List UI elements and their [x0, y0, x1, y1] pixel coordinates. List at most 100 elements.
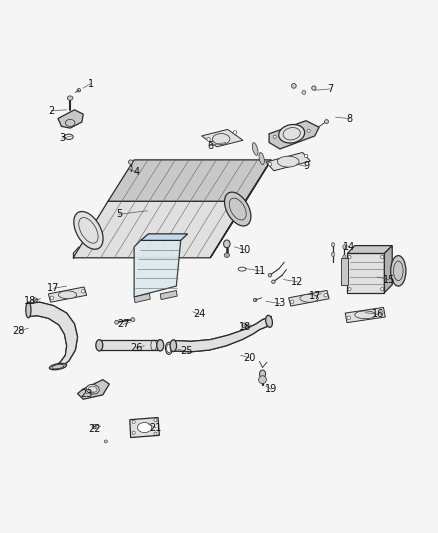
Text: 18: 18	[24, 296, 36, 306]
Text: 5: 5	[116, 209, 122, 219]
Ellipse shape	[104, 440, 107, 443]
Text: 17: 17	[47, 283, 60, 293]
Polygon shape	[210, 160, 271, 258]
Ellipse shape	[157, 340, 164, 351]
Polygon shape	[289, 290, 329, 306]
Ellipse shape	[258, 376, 266, 384]
Polygon shape	[134, 240, 181, 297]
Ellipse shape	[347, 316, 350, 320]
Text: 14: 14	[343, 242, 356, 252]
Ellipse shape	[300, 294, 318, 302]
Polygon shape	[134, 294, 150, 303]
Text: 23: 23	[80, 389, 92, 399]
Polygon shape	[347, 246, 392, 254]
Ellipse shape	[92, 425, 96, 429]
Polygon shape	[78, 379, 110, 399]
Ellipse shape	[115, 320, 119, 324]
Text: 9: 9	[303, 161, 309, 172]
Ellipse shape	[355, 311, 376, 319]
Ellipse shape	[223, 240, 230, 248]
Text: 7: 7	[327, 84, 333, 94]
Ellipse shape	[380, 311, 383, 314]
Text: 21: 21	[150, 423, 162, 433]
Text: 3: 3	[59, 133, 65, 143]
Ellipse shape	[277, 156, 299, 167]
Ellipse shape	[302, 91, 306, 94]
Ellipse shape	[381, 255, 384, 259]
Ellipse shape	[86, 384, 99, 394]
Ellipse shape	[50, 296, 53, 300]
Ellipse shape	[224, 253, 230, 257]
Ellipse shape	[252, 143, 258, 155]
Ellipse shape	[325, 119, 328, 124]
Ellipse shape	[81, 289, 85, 293]
Ellipse shape	[348, 255, 351, 259]
Ellipse shape	[49, 364, 67, 370]
Ellipse shape	[259, 152, 264, 165]
Ellipse shape	[291, 84, 296, 88]
Text: 13: 13	[274, 298, 286, 309]
Ellipse shape	[154, 418, 157, 422]
Text: 25: 25	[180, 346, 193, 357]
Ellipse shape	[212, 134, 230, 144]
Ellipse shape	[26, 302, 31, 318]
Ellipse shape	[312, 86, 316, 90]
Text: 17: 17	[308, 291, 321, 301]
Ellipse shape	[138, 423, 152, 433]
Ellipse shape	[253, 298, 257, 302]
Ellipse shape	[96, 340, 103, 351]
Ellipse shape	[332, 243, 335, 247]
Text: 8: 8	[346, 114, 353, 124]
Polygon shape	[385, 246, 392, 293]
Ellipse shape	[273, 135, 276, 139]
Polygon shape	[108, 160, 271, 201]
Polygon shape	[173, 317, 271, 352]
Ellipse shape	[307, 129, 310, 132]
Ellipse shape	[233, 131, 237, 134]
Polygon shape	[341, 258, 348, 285]
Ellipse shape	[268, 163, 272, 166]
Text: 19: 19	[265, 384, 277, 394]
Text: 27: 27	[117, 319, 130, 329]
Ellipse shape	[279, 125, 305, 143]
Polygon shape	[99, 341, 160, 350]
Ellipse shape	[332, 252, 335, 256]
Text: 20: 20	[243, 353, 256, 363]
Polygon shape	[130, 417, 159, 438]
Ellipse shape	[129, 167, 132, 169]
Ellipse shape	[348, 288, 351, 290]
Ellipse shape	[266, 316, 272, 327]
Ellipse shape	[132, 421, 135, 423]
Ellipse shape	[225, 192, 251, 226]
Polygon shape	[266, 152, 311, 171]
Ellipse shape	[304, 154, 308, 158]
Ellipse shape	[259, 370, 265, 378]
Ellipse shape	[58, 291, 77, 298]
Ellipse shape	[268, 273, 272, 277]
Ellipse shape	[343, 245, 346, 249]
Ellipse shape	[67, 96, 73, 100]
Ellipse shape	[154, 432, 157, 435]
Ellipse shape	[132, 431, 135, 434]
Ellipse shape	[290, 300, 294, 303]
Text: 18: 18	[239, 322, 251, 333]
Text: 16: 16	[372, 309, 384, 319]
Text: 2: 2	[48, 106, 55, 116]
Ellipse shape	[242, 323, 247, 327]
Ellipse shape	[343, 255, 346, 259]
Ellipse shape	[65, 119, 75, 126]
Text: 10: 10	[239, 245, 251, 255]
Ellipse shape	[272, 280, 275, 284]
Text: 4: 4	[133, 167, 139, 176]
Text: 1: 1	[88, 79, 94, 88]
Text: 24: 24	[193, 309, 205, 319]
Text: 26: 26	[130, 343, 142, 353]
Polygon shape	[347, 254, 385, 293]
Ellipse shape	[381, 288, 384, 290]
Polygon shape	[160, 290, 177, 300]
Text: 15: 15	[382, 274, 395, 285]
Polygon shape	[58, 110, 83, 128]
Text: 6: 6	[207, 141, 213, 150]
Ellipse shape	[128, 160, 133, 164]
Polygon shape	[73, 201, 245, 258]
